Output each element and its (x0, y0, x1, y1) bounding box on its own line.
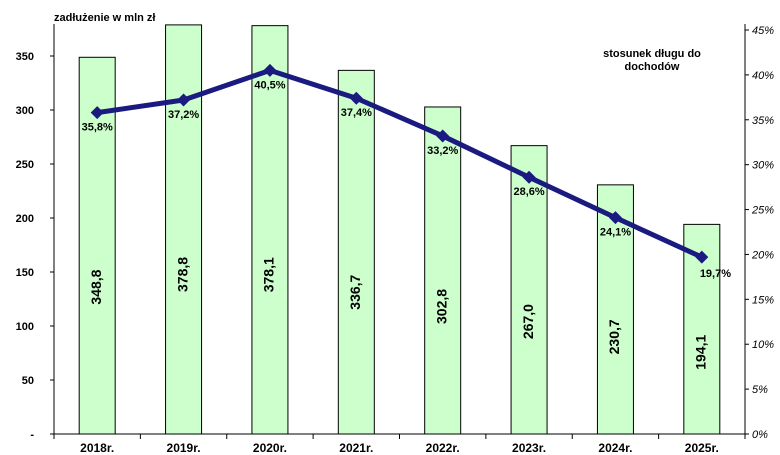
y-tick-label: 350 (16, 51, 34, 63)
debt-ratio-point (90, 106, 104, 120)
bar-value-label: 336,7 (347, 274, 363, 309)
y2-tick-label: 0% (752, 429, 768, 441)
bar-value-label: 378,8 (174, 257, 190, 292)
x-tick-label: 2024r. (598, 441, 632, 455)
bar-2020r. (251, 25, 289, 435)
debt-ratio-point (177, 93, 191, 107)
y2-tick-label: 40% (752, 70, 774, 82)
x-tick-label: 2019r. (167, 441, 201, 455)
bar-2021r. (337, 69, 375, 435)
y-axis-title: zadłużenie w mln zł (54, 12, 155, 24)
debt-ratio-label: 33,2% (427, 145, 458, 157)
y-tick-label: 100 (16, 321, 34, 333)
bar-2023r. (510, 145, 548, 435)
y2-tick-label: 20% (751, 249, 774, 261)
y-tick-label: - (30, 429, 34, 441)
bar-2018r. (78, 56, 116, 435)
bar-value-label: 348,8 (88, 269, 104, 304)
debt-ratio-point (695, 250, 709, 264)
debt-ratio-label: 24,1% (600, 227, 631, 239)
debt-ratio-label: 35,8% (82, 122, 113, 134)
y2-axis-title-line1: stosunek długu do (603, 48, 701, 60)
debt-ratio-point (349, 91, 363, 105)
y2-tick-label: 35% (752, 115, 774, 127)
debt-ratio-label: 40,5% (254, 79, 285, 91)
bar-value-label: 302,8 (433, 289, 449, 324)
debt-ratio-label: 37,2% (168, 109, 199, 121)
debt-ratio-label: 37,4% (341, 107, 372, 119)
debt-ratio-point (436, 129, 450, 143)
y-tick-label: 200 (16, 213, 34, 225)
x-tick-label: 2023r. (512, 441, 546, 455)
y2-tick-label: 10% (752, 339, 774, 351)
bar-value-label: 267,0 (520, 304, 536, 339)
x-tick-label: 2022r. (426, 441, 460, 455)
debt-ratio-label: 19,7% (700, 268, 731, 280)
y-tick-label: 250 (16, 159, 34, 171)
bar-value-label: 230,7 (606, 319, 622, 354)
y2-tick-label: 5% (752, 384, 768, 396)
bar-value-label: 194,1 (693, 335, 709, 370)
y2-tick-label: 45% (752, 25, 774, 37)
y-tick-label: 50 (22, 375, 34, 387)
y-tick-label: 300 (16, 105, 34, 117)
x-tick-label: 2025r. (685, 441, 719, 455)
y2-tick-label: 25% (751, 205, 774, 217)
debt-ratio-label: 28,6% (513, 186, 544, 198)
debt-ratio-line (96, 67, 703, 260)
x-tick-label: 2021r. (339, 441, 373, 455)
x-tick-label: 2018r. (80, 441, 114, 455)
debt-ratio-point (263, 63, 277, 77)
x-tick-label: 2020r. (253, 441, 287, 455)
y2-tick-label: 15% (752, 294, 774, 306)
bar-value-label: 378,1 (261, 257, 277, 292)
bar-2019r. (165, 24, 203, 435)
debt-ratio-point (522, 170, 536, 184)
debt-ratio-point (608, 211, 622, 225)
y2-tick-label: 30% (752, 160, 774, 172)
y-tick-label: 150 (16, 267, 34, 279)
bar-2022r. (424, 106, 462, 435)
y2-axis-title-line2: dochodów (625, 61, 680, 73)
